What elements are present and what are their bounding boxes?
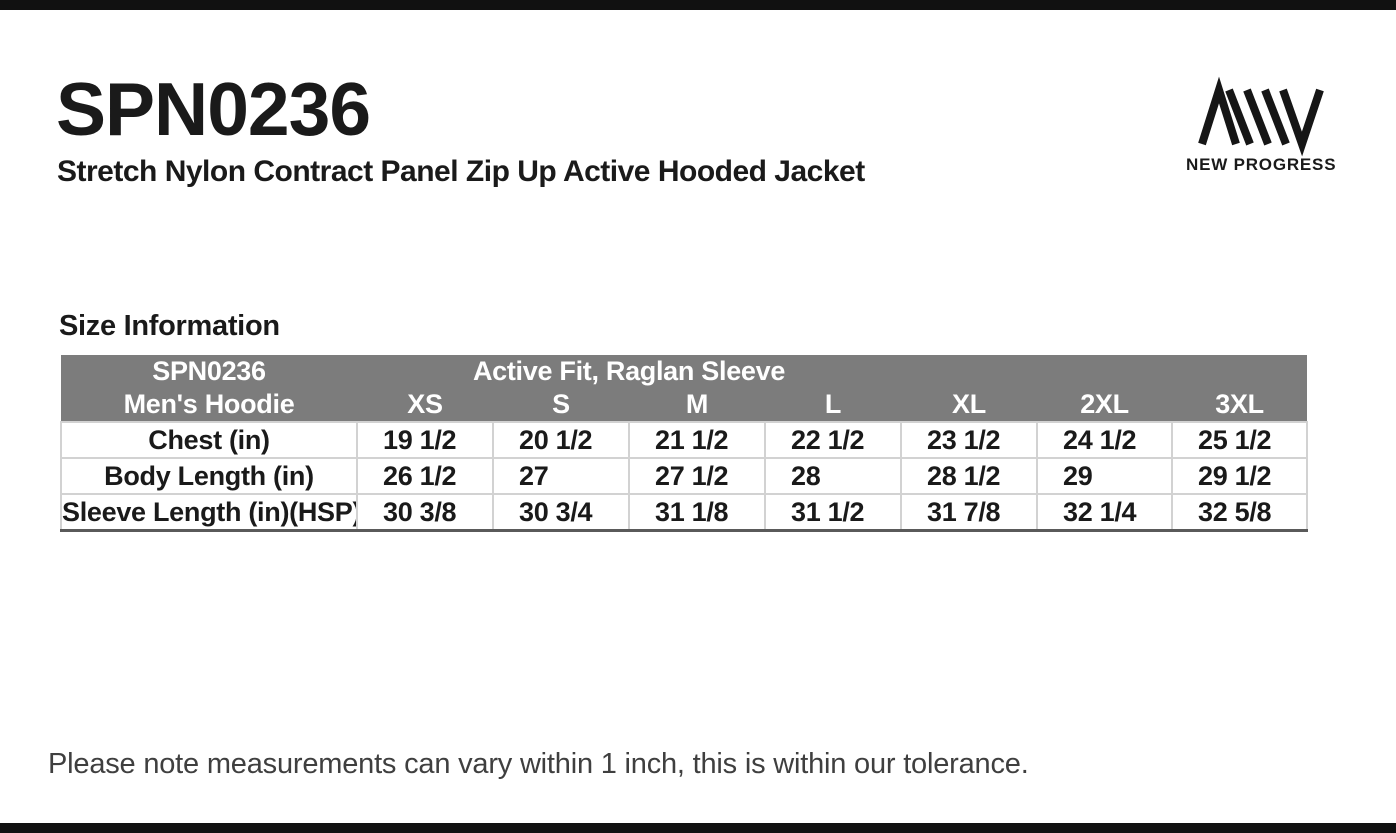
sleeve-length-value-m: 31 1/8 [628, 493, 766, 532]
body-length-value-xs: 26 1/2 [356, 457, 494, 495]
sleeve-length-value-s: 30 3/4 [492, 493, 630, 532]
chest-value-m: 21 1/2 [628, 421, 766, 459]
sleeve-length-value-3xl: 32 5/8 [1171, 493, 1308, 532]
sleeve-length-value-2xl: 32 1/4 [1036, 493, 1173, 532]
model-name-cell: Men's Hoodie [61, 388, 357, 422]
chest-value-xs: 19 1/2 [356, 421, 494, 459]
table-header-row-sizes: Men's Hoodie XS S M L XL 2XL 3XL [61, 388, 1307, 422]
chest-value-s: 20 1/2 [492, 421, 630, 459]
product-code-title: SPN0236 [56, 67, 371, 151]
new-progress-logo-icon [1198, 76, 1324, 157]
table-header-row-model-fit: SPN0236 Active Fit, Raglan Sleeve [61, 355, 1307, 388]
size-header-3xl: 3XL [1172, 388, 1307, 422]
size-information-heading: Size Information [59, 310, 280, 342]
body-length-value-l: 28 [764, 457, 902, 495]
size-header-m: M [629, 388, 765, 422]
table-row-sleeve-length: Sleeve Length (in)(HSP) 30 3/8 30 3/4 31… [60, 493, 1308, 532]
chest-value-2xl: 24 1/2 [1036, 421, 1173, 459]
body-length-value-s: 27 [492, 457, 630, 495]
sleeve-length-value-l: 31 1/2 [764, 493, 902, 532]
product-name-subtitle: Stretch Nylon Contract Panel Zip Up Acti… [57, 155, 865, 188]
body-length-value-2xl: 29 [1036, 457, 1173, 495]
row-label-sleeve-length: Sleeve Length (in)(HSP) [60, 493, 358, 532]
brand-logo: NEW PROGRESS [1186, 76, 1337, 175]
table-row-chest: Chest (in) 19 1/2 20 1/2 21 1/2 22 1/2 2… [60, 421, 1308, 459]
body-length-value-3xl: 29 1/2 [1171, 457, 1308, 495]
top-border-bar [0, 0, 1396, 10]
table-row-body-length: Body Length (in) 26 1/2 27 27 1/2 28 28 … [60, 457, 1308, 495]
size-header-2xl: 2XL [1037, 388, 1172, 422]
chest-value-xl: 23 1/2 [900, 421, 1038, 459]
size-header-xl: XL [901, 388, 1037, 422]
chest-value-3xl: 25 1/2 [1171, 421, 1308, 459]
size-header-xs: XS [357, 388, 493, 422]
chest-value-l: 22 1/2 [764, 421, 902, 459]
tolerance-note: Please note measurements can vary within… [48, 748, 1029, 780]
body-length-value-m: 27 1/2 [628, 457, 766, 495]
size-table: SPN0236 Active Fit, Raglan Sleeve Men's … [60, 355, 1308, 532]
fit-header-spacer-cell [901, 355, 1307, 388]
bottom-border-bar [0, 823, 1396, 833]
fit-label-cell: Active Fit, Raglan Sleeve [357, 355, 901, 388]
body-length-value-xl: 28 1/2 [900, 457, 1038, 495]
row-label-chest: Chest (in) [60, 421, 358, 459]
size-header-l: L [765, 388, 901, 422]
brand-name: NEW PROGRESS [1186, 155, 1337, 174]
sleeve-length-value-xl: 31 7/8 [900, 493, 1038, 532]
sleeve-length-value-xs: 30 3/8 [356, 493, 494, 532]
model-code-cell: SPN0236 [61, 355, 357, 388]
size-header-s: S [493, 388, 629, 422]
row-label-body-length: Body Length (in) [60, 457, 358, 495]
